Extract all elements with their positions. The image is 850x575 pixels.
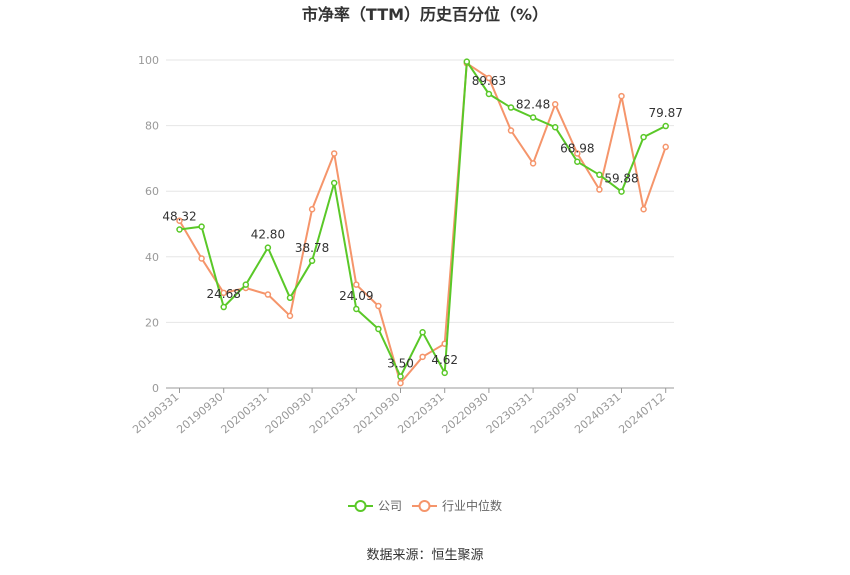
- series-group: [176, 58, 669, 387]
- series-point-1: [397, 379, 404, 387]
- series-point-1: [286, 312, 294, 320]
- x-tick-label: 20230331: [484, 390, 535, 436]
- series-point-0: [198, 223, 205, 230]
- x-tick-label: 20240712: [616, 390, 667, 436]
- x-axis: 2019033120190930202003312020093020210331…: [130, 387, 674, 436]
- series-point-0: [242, 281, 250, 288]
- y-tick-label: 0: [152, 382, 159, 395]
- y-tick-label: 40: [145, 251, 159, 264]
- chart-title: 市净率（TTM）历史百分位（%）: [302, 5, 548, 24]
- legend-marker-icon: [354, 500, 367, 512]
- data-labels: 48.32 24.68 42.80 38.78 24.09 3.50 4.62 89.63 82…: [162, 74, 683, 371]
- series-point-1: [574, 150, 581, 157]
- y-tick-label: 20: [145, 316, 159, 329]
- y-tick-label: 100: [138, 54, 159, 67]
- series-point-1: [640, 205, 647, 213]
- series-point-0: [264, 244, 272, 251]
- series-point-0: [397, 373, 404, 380]
- series-point-1: [662, 143, 669, 151]
- legend[interactable]: 公司 行业中位数: [348, 498, 502, 513]
- data-label: 89.63: [472, 74, 506, 88]
- x-tick-label: 20220331: [395, 390, 446, 436]
- series-point-1: [596, 186, 603, 193]
- series-point-0: [375, 325, 382, 333]
- data-label: 42.80: [251, 228, 285, 242]
- series-point-0: [419, 328, 426, 336]
- legend-item-0[interactable]: 公司: [348, 499, 402, 513]
- series-point-1: [308, 205, 316, 213]
- series-point-1: [198, 255, 205, 262]
- x-tick-label: 20220930: [440, 390, 491, 436]
- series-point-1: [176, 217, 183, 224]
- source-note: 数据来源：恒生聚源: [366, 548, 483, 563]
- data-label: 59.88: [604, 172, 638, 186]
- series-point-0: [507, 104, 515, 111]
- series-point-0: [640, 133, 647, 141]
- series-point-0: [330, 179, 338, 187]
- series-point-0: [596, 171, 603, 179]
- series-point-1: [353, 281, 360, 288]
- y-tick-label: 80: [145, 120, 159, 133]
- x-tick-label: 20230930: [528, 390, 579, 436]
- data-label: 68.98: [560, 142, 594, 156]
- series-point-0: [441, 369, 448, 377]
- x-tick-label: 20190930: [174, 390, 225, 436]
- data-label: 4.62: [431, 353, 458, 367]
- series-point-1: [264, 291, 272, 298]
- series-point-0: [176, 226, 183, 233]
- series-point-0: [618, 188, 625, 195]
- series-point-0: [485, 90, 493, 98]
- series-point-1: [507, 127, 515, 134]
- series-point-1: [330, 150, 338, 157]
- series-point-0: [286, 294, 294, 302]
- data-label: 38.78: [295, 241, 329, 255]
- legend-marker-icon: [418, 500, 431, 512]
- y-tick-label: 60: [145, 185, 159, 198]
- y-axis: 0 20 40 60 80 100: [138, 54, 159, 395]
- data-label: 24.09: [339, 289, 373, 303]
- x-tick-label: 20210331: [307, 390, 358, 436]
- x-tick-label: 20190331: [130, 390, 181, 436]
- data-label: 79.87: [649, 106, 683, 120]
- series-point-0: [574, 158, 581, 165]
- data-label: 24.68: [207, 287, 241, 301]
- x-tick-label: 20200331: [219, 390, 270, 436]
- grid: [166, 59, 674, 323]
- legend-item-1[interactable]: 行业中位数: [412, 498, 502, 513]
- data-label: 48.32: [162, 210, 196, 224]
- x-tick-label: 20210930: [351, 390, 402, 436]
- series-point-1: [375, 302, 382, 310]
- series-point-1: [485, 74, 493, 82]
- legend-label: 公司: [378, 499, 402, 513]
- legend-label: 行业中位数: [442, 498, 502, 513]
- series-point-1: [618, 92, 625, 100]
- data-label: 82.48: [516, 97, 550, 111]
- x-tick-label: 20200930: [263, 390, 314, 436]
- series-point-1: [529, 160, 537, 167]
- series-point-0: [662, 122, 669, 130]
- series-point-1: [419, 353, 426, 361]
- x-tick-label: 20240331: [572, 390, 623, 436]
- series-point-0: [463, 58, 471, 65]
- series-point-0: [353, 305, 360, 313]
- series-point-1: [551, 101, 559, 108]
- series-point-0: [220, 303, 227, 311]
- series-point-0: [551, 123, 559, 131]
- series-point-0: [529, 114, 537, 121]
- data-label: 3.50: [387, 357, 414, 371]
- series-point-0: [308, 257, 316, 265]
- series-point-1: [220, 289, 227, 297]
